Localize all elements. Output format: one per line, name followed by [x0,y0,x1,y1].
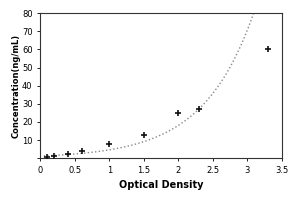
X-axis label: Optical Density: Optical Density [119,180,203,190]
Y-axis label: Concentration(ng/mL): Concentration(ng/mL) [12,34,21,138]
